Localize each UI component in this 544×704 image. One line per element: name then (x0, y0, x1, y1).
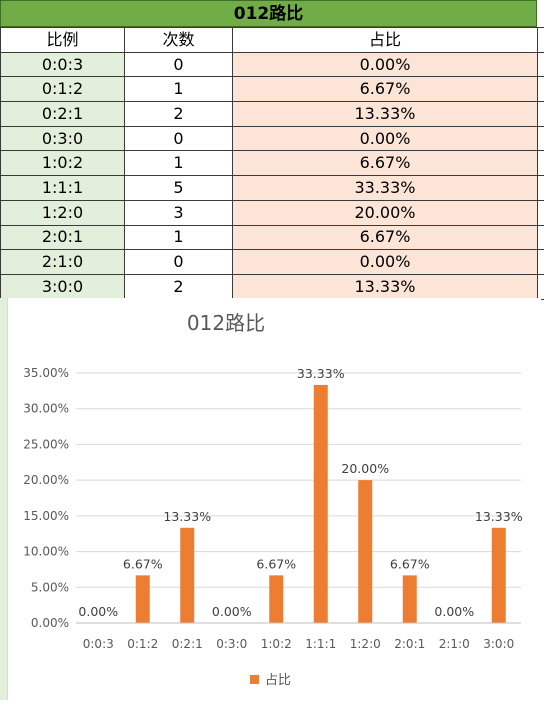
table-header-row: 比例次数占比 (1, 28, 544, 53)
chart-container[interactable]: 012路比 0.00% 5.00% 10.00% 15.00% 20.00% 25.00% 3… (7, 298, 541, 700)
bar-chart: 012路比 0.00% 5.00% 10.00% 15.00% 20.00% 25.00% 3… (8, 298, 541, 700)
blank-cell (538, 225, 544, 250)
table-cell: 2:0:1 (1, 225, 125, 250)
table-cell: 2:1:0 (1, 250, 125, 275)
y-tick-label: 25.00% (23, 437, 69, 451)
bar (358, 480, 372, 623)
x-tick-label: 1:0:2 (261, 637, 292, 651)
blank-cell (538, 151, 544, 176)
x-tick-label: 0:2:1 (172, 637, 203, 651)
blank-cell (538, 250, 544, 275)
data-label: 13.33% (475, 509, 523, 524)
data-label: 6.67% (123, 556, 163, 571)
table-cell: 2 (125, 102, 233, 127)
data-label: 13.33% (163, 509, 211, 524)
table-cell: 0:3:0 (1, 126, 125, 151)
table-cell: 1:1:1 (1, 176, 125, 201)
table-title: 012路比 (0, 0, 537, 27)
x-tick-label: 0:1:2 (127, 637, 158, 651)
blank-cell (538, 77, 544, 102)
bar (269, 575, 283, 623)
table-cell: 0.00% (233, 250, 538, 275)
x-tick-label: 1:2:0 (350, 637, 381, 651)
x-tick-label: 0:0:3 (83, 637, 114, 651)
y-tick-label: 35.00% (23, 366, 69, 380)
data-label: 0.00% (212, 604, 252, 619)
table-cell: 0 (125, 52, 233, 77)
table-cell: 33.33% (233, 176, 538, 201)
table-cell: 0 (125, 126, 233, 151)
y-tick-label: 20.00% (23, 473, 69, 487)
blank-cell (538, 52, 544, 77)
data-label: 33.33% (297, 366, 345, 381)
bar (314, 385, 328, 623)
y-tick-label: 10.00% (23, 545, 69, 559)
data-label: 6.67% (390, 556, 430, 571)
chart-title: 012路比 (187, 311, 265, 335)
blank-cell (538, 102, 544, 127)
table-cell: 0:1:2 (1, 77, 125, 102)
bar (180, 528, 194, 623)
x-tick-label: 2:0:1 (394, 637, 425, 651)
table-cell: 3 (125, 200, 233, 225)
sheet-edge (0, 298, 7, 700)
blank-cell (538, 176, 544, 201)
table-cell: 13.33% (233, 102, 538, 127)
x-tick-label: 0:3:0 (216, 637, 247, 651)
table-cell: 0:2:1 (1, 102, 125, 127)
legend-label: 占比 (265, 673, 291, 688)
x-tick-label: 1:1:1 (305, 637, 336, 651)
table-cell: 2 (125, 274, 233, 299)
table-cell: 0.00% (233, 52, 538, 77)
table-cell: 6.67% (233, 151, 538, 176)
y-tick-label: 5.00% (31, 580, 69, 594)
table-cell: 1 (125, 225, 233, 250)
table-cell: 1 (125, 77, 233, 102)
x-tick-label: 3:0:0 (483, 637, 514, 651)
blank-cell (538, 274, 544, 299)
legend-swatch (250, 675, 259, 684)
table-cell: 1:0:2 (1, 151, 125, 176)
table-cell: 20.00% (233, 200, 538, 225)
blank-cell (538, 126, 544, 151)
y-tick-label: 30.00% (23, 402, 69, 416)
blank-cell (538, 200, 544, 225)
table-cell: 1:2:0 (1, 200, 125, 225)
table-cell: 6.67% (233, 225, 538, 250)
column-header: 比例 (1, 28, 125, 53)
table-cell: 1 (125, 151, 233, 176)
column-header: 次数 (125, 28, 233, 53)
data-label: 20.00% (341, 461, 389, 476)
table-cell: 13.33% (233, 274, 538, 299)
bar (492, 528, 506, 623)
data-label: 0.00% (434, 604, 474, 619)
table-cell: 6.67% (233, 77, 538, 102)
table-cell: 0 (125, 250, 233, 275)
table-cell: 5 (125, 176, 233, 201)
table-cell: 0:0:3 (1, 52, 125, 77)
data-label: 0.00% (78, 604, 118, 619)
data-label: 6.67% (256, 556, 296, 571)
bar (136, 575, 150, 623)
column-header: 占比 (233, 28, 538, 53)
table-cell: 0.00% (233, 126, 538, 151)
bar (403, 575, 417, 623)
y-tick-label: 0.00% (31, 616, 69, 630)
table-cell: 3:0:0 (1, 274, 125, 299)
blank-cell (538, 28, 544, 53)
x-tick-label: 2:1:0 (439, 637, 470, 651)
y-tick-label: 15.00% (23, 509, 69, 523)
